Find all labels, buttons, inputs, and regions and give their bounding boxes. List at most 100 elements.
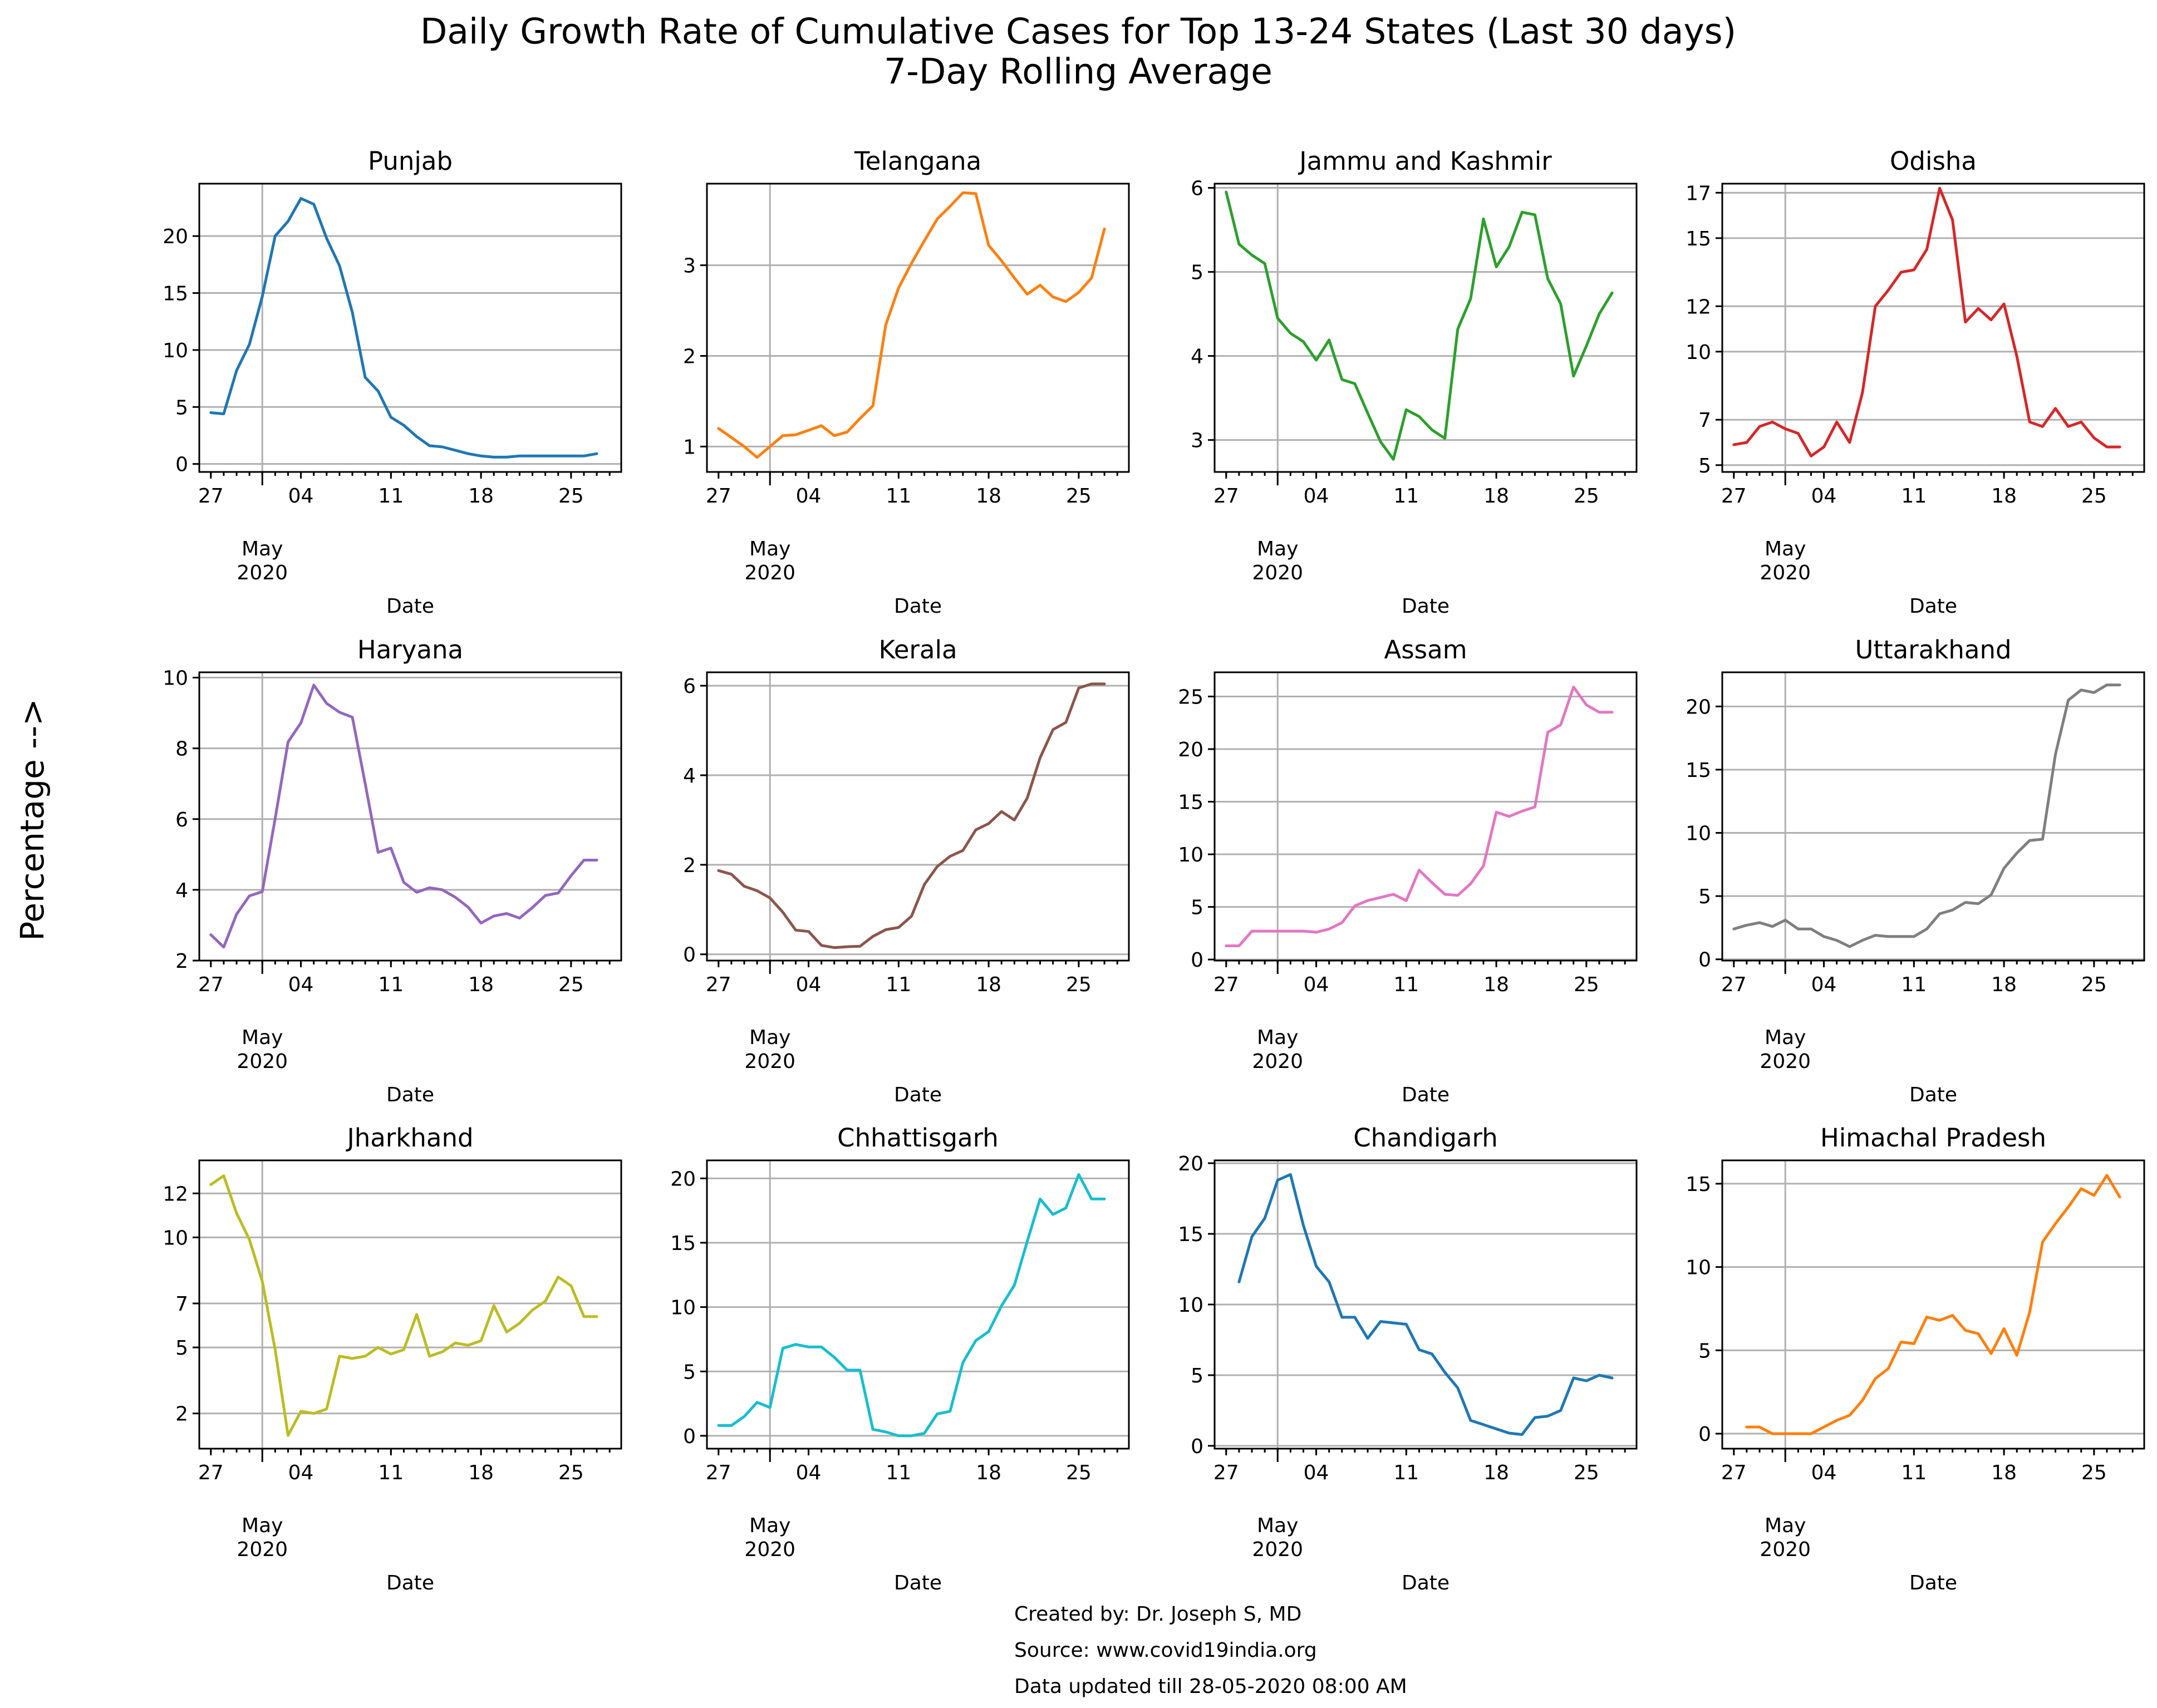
x-month-label: May <box>242 538 283 560</box>
x-axis-label: Date <box>1402 1572 1450 1594</box>
figure-title-line1: Daily Growth Rate of Cumulative Cases fo… <box>420 11 1736 52</box>
x-tick-label: 25 <box>1066 485 1092 508</box>
y-tick-label: 0 <box>683 1425 696 1448</box>
y-tick-label: 20 <box>1686 696 1711 718</box>
y-tick-label: 5 <box>1698 885 1711 908</box>
subplot-title: Kerala <box>878 635 957 665</box>
plot-frame <box>706 671 1130 962</box>
x-tick-label: 11 <box>886 973 911 996</box>
x-tick-label: 18 <box>1991 1461 2017 1484</box>
x-tick-label: 11 <box>1393 1461 1419 1484</box>
x-tick-label: 25 <box>558 973 584 996</box>
y-tick-label: 2 <box>175 950 188 973</box>
x-tick-label: 27 <box>198 485 224 508</box>
subplot-title: Chhattisgarh <box>837 1123 999 1153</box>
y-tick-label: 15 <box>1686 759 1711 782</box>
y-tick-label: 10 <box>670 1297 696 1320</box>
x-tick-label: 27 <box>706 485 731 508</box>
x-tick-label: 27 <box>1213 973 1239 996</box>
x-axis-label: Date <box>894 1572 942 1594</box>
subplot-title: Punjab <box>368 146 453 176</box>
plot-frame <box>1721 671 2145 962</box>
y-tick-label: 17 <box>1686 182 1711 205</box>
series-line <box>717 191 1106 459</box>
x-tick-label: 11 <box>1393 973 1419 996</box>
subplot-title: Jharkhand <box>345 1123 473 1153</box>
y-tick-label: 20 <box>670 1168 696 1190</box>
y-tick-label: 0 <box>1698 949 1711 972</box>
y-tick-label: 8 <box>175 738 188 761</box>
y-tick-label: 6 <box>1191 178 1203 200</box>
x-tick-label: 04 <box>288 1461 314 1484</box>
y-tick-label: 10 <box>1686 1257 1711 1279</box>
x-axis-label: Date <box>894 595 942 618</box>
series-line <box>209 683 598 949</box>
y-tick-label: 4 <box>683 765 696 787</box>
y-tick-label: 3 <box>683 255 696 278</box>
figure-title-line2: 7-Day Rolling Average <box>884 51 1272 92</box>
x-month-label: May <box>242 1514 283 1537</box>
x-tick-label: 27 <box>706 1461 731 1484</box>
y-tick-label: 10 <box>163 339 188 362</box>
x-tick-label: 11 <box>1901 973 1927 996</box>
y-tick-label: 10 <box>163 667 188 690</box>
y-tick-label: 6 <box>175 809 188 831</box>
x-tick-label: 25 <box>1066 1461 1092 1484</box>
x-axis-label: Date <box>1909 1084 1957 1106</box>
y-axis-label: Percentage --> <box>13 698 51 941</box>
x-tick-label: 11 <box>378 485 404 508</box>
x-axis-label: Date <box>386 595 434 618</box>
x-tick-label: 27 <box>1721 485 1747 508</box>
y-tick-label: 15 <box>1686 1173 1711 1196</box>
subplot-title: Haryana <box>357 635 463 665</box>
x-month-label: May <box>749 538 790 560</box>
y-tick-label: 15 <box>1178 1223 1203 1246</box>
subplot-title: Himachal Pradesh <box>1820 1123 2046 1153</box>
x-tick-label: 18 <box>1991 973 2017 996</box>
x-tick-label: 18 <box>1483 485 1509 508</box>
subplot-title: Uttarakhand <box>1855 635 2011 665</box>
x-tick-label: 25 <box>558 485 584 508</box>
subplot-title: Jammu and Kashmir <box>1298 146 1552 176</box>
series-line <box>717 1173 1106 1438</box>
series-line <box>1225 686 1614 947</box>
x-axis-label: Date <box>386 1572 434 1594</box>
x-axis-label: Date <box>1402 1084 1450 1106</box>
x-month-label: May <box>1257 1514 1298 1537</box>
subplot-title: Telangana <box>854 146 981 176</box>
y-tick-label: 20 <box>163 225 188 248</box>
x-axis-label: Date <box>1402 595 1450 618</box>
x-month-label: May <box>749 1026 790 1049</box>
y-tick-label: 2 <box>683 854 696 877</box>
y-tick-label: 12 <box>1686 296 1711 318</box>
x-year-label: 2020 <box>744 1538 795 1561</box>
y-tick-label: 15 <box>670 1232 696 1255</box>
y-tick-label: 10 <box>1178 1294 1203 1317</box>
x-year-label: 2020 <box>1252 1050 1303 1073</box>
x-tick-label: 27 <box>198 1461 224 1484</box>
x-tick-label: 18 <box>468 485 494 508</box>
plot-frame <box>1721 183 2145 473</box>
x-tick-label: 04 <box>796 973 822 996</box>
x-tick-label: 25 <box>1574 485 1599 508</box>
plot-frame <box>1213 1159 1638 1450</box>
y-tick-label: 25 <box>1178 686 1203 708</box>
plot-frame <box>1213 183 1638 473</box>
x-month-label: May <box>749 1514 790 1537</box>
series-line <box>209 197 598 459</box>
x-tick-label: 25 <box>1574 973 1599 996</box>
x-year-label: 2020 <box>744 1050 795 1073</box>
x-month-label: May <box>1765 1026 1806 1049</box>
x-month-label: May <box>242 1026 283 1049</box>
y-tick-label: 15 <box>163 283 188 306</box>
y-tick-label: 0 <box>1191 1435 1203 1458</box>
x-tick-label: 04 <box>1811 485 1837 508</box>
